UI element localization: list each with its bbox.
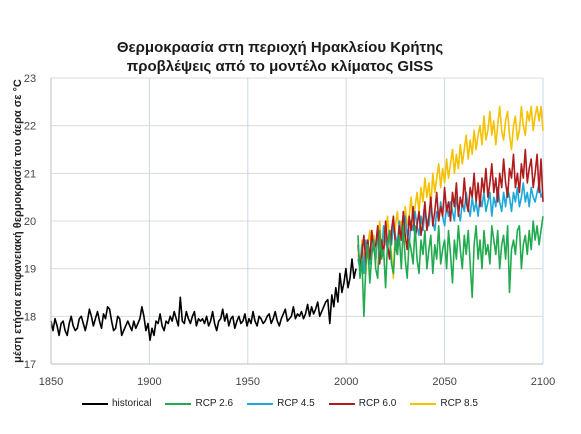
legend-item: historical	[82, 398, 151, 409]
y-tick-label: 19	[24, 264, 36, 276]
legend-swatch	[328, 402, 355, 405]
y-tick-label: 20	[24, 216, 36, 228]
y-tick-label: 17	[24, 359, 36, 371]
x-tick-label: 2050	[432, 376, 456, 388]
series-line-historical	[50, 258, 357, 342]
grid	[50, 77, 544, 365]
y-tick-label: 21	[24, 168, 36, 180]
x-tick-label: 2100	[531, 376, 555, 388]
y-tick-label: 23	[24, 73, 36, 85]
chart-title: Θερμοκρασία στη περιοχή Ηρακλείου Κρήτης	[116, 39, 444, 56]
x-tick-label: 1950	[236, 376, 260, 388]
y-axis-label: μέση ετήσια επιφανειακή θερμοκρασία του …	[12, 79, 24, 363]
legend-label: RCP 8.5	[440, 398, 478, 409]
legend-item: RCP 8.5	[410, 398, 478, 409]
legend-swatch	[410, 402, 437, 405]
x-tick-label: 1850	[39, 376, 63, 388]
legend-item: RCP 6.0	[328, 398, 397, 409]
legend: historical RCP 2.6 RCP 4.5 RCP 6.0 RCP 8.5	[82, 398, 492, 409]
y-tick-label: 22	[24, 121, 36, 133]
legend-label: RCP 6.0	[358, 398, 397, 409]
series-line-rcp-2-6	[357, 216, 544, 318]
x-tick-label: 2000	[334, 376, 358, 388]
legend-swatch	[165, 402, 192, 405]
tick-labels: 17 18 19 20 21 22 23 1850 1900 1950 2000 2050 2100	[24, 73, 555, 388]
legend-label: historical	[112, 398, 152, 409]
series-line-rcp-6-0	[357, 148, 544, 270]
axes	[50, 78, 543, 365]
x-tick-label: 1900	[137, 376, 161, 388]
legend-item: RCP 4.5	[247, 398, 315, 409]
legend-swatch	[82, 402, 108, 405]
legend-label: RCP 4.5	[277, 398, 315, 409]
legend-swatch	[247, 402, 274, 405]
chart-subtitle: προβλέψεις από το μοντέλο κλίματος GISS	[126, 58, 434, 75]
legend-label: RCP 2.6	[195, 398, 234, 409]
y-tick-label: 18	[24, 311, 36, 323]
series-layer	[50, 105, 544, 342]
legend-item: RCP 2.6	[165, 398, 233, 409]
